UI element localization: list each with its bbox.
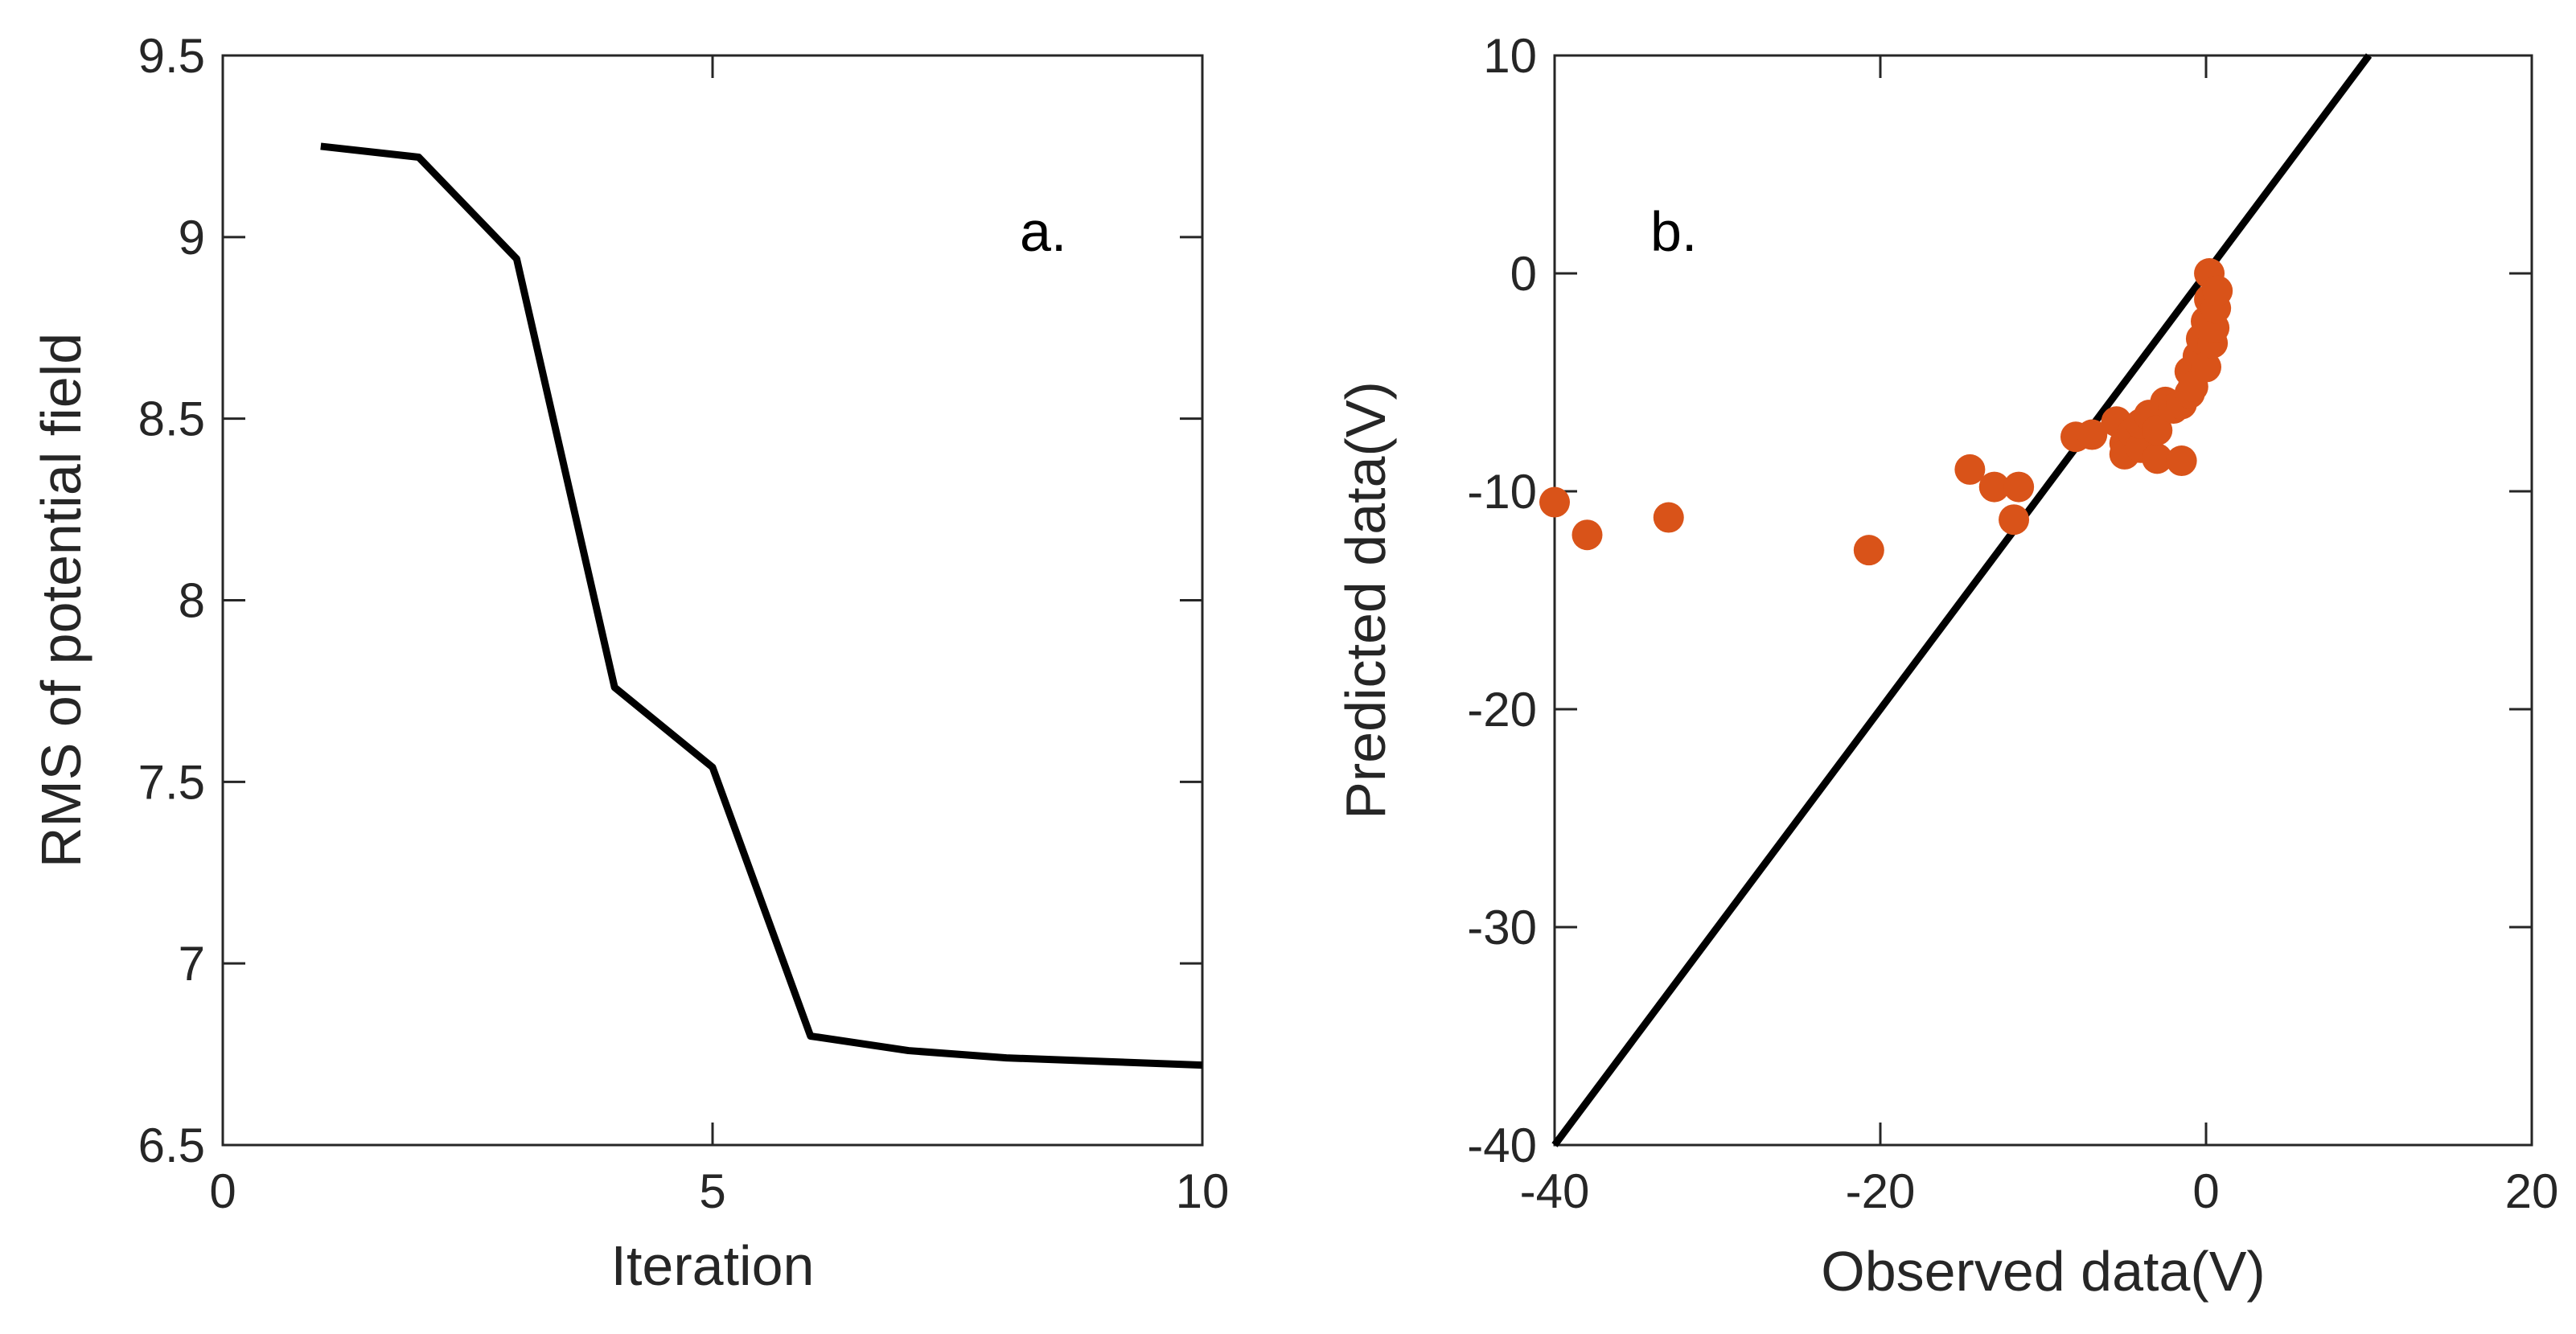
b-y-tick-label: -20 xyxy=(1467,683,1537,737)
scatter-point xyxy=(2142,415,2173,446)
a-y-tick-label: 7 xyxy=(179,937,205,991)
a-y-tick-label: 7.5 xyxy=(138,755,205,809)
panel-a-x-axis-label: Iteration xyxy=(611,1234,815,1297)
scatter-point xyxy=(1571,519,1603,551)
panel-b-y-axis-label: Predicted data(V) xyxy=(1334,381,1397,819)
scatter-point xyxy=(2166,445,2197,477)
scatter-point xyxy=(1954,454,1986,485)
panel-a-x-ticks: 0 5 10 xyxy=(209,55,1229,1218)
b-x-tick-label: -20 xyxy=(1846,1164,1916,1218)
a-y-tick-label: 9 xyxy=(179,211,205,265)
panel-b-label: b. xyxy=(1650,200,1697,263)
a-y-tick-label: 8.5 xyxy=(138,392,205,446)
scatter-point xyxy=(2077,419,2108,450)
scatter-point xyxy=(1853,535,1884,566)
scatter-point xyxy=(1539,486,1570,518)
a-x-tick-label: 0 xyxy=(209,1164,236,1218)
b-y-tick-label: -30 xyxy=(1467,901,1537,954)
scatter-point xyxy=(1653,502,1684,533)
scatter-point xyxy=(2142,443,2173,474)
panel-b-x-ticks: -40 -20 0 20 xyxy=(1520,55,2559,1218)
panel-b-plot-area xyxy=(1539,53,2373,1147)
scatter-point xyxy=(2191,351,2221,383)
panel-b-y-ticks: -40 -30 -20 -10 0 10 xyxy=(1467,29,2532,1172)
a-y-tick-label: 8 xyxy=(179,574,205,628)
a-y-tick-label: 6.5 xyxy=(138,1119,205,1172)
b-y-tick-label: 0 xyxy=(1510,247,1537,301)
scatter-point xyxy=(1999,504,2030,536)
b-y-tick-label: -10 xyxy=(1467,465,1537,519)
a-x-tick-label: 10 xyxy=(1176,1164,1230,1218)
b-x-tick-label: 0 xyxy=(2192,1164,2219,1218)
scatter-point xyxy=(2202,275,2233,306)
a-x-tick-label: 5 xyxy=(699,1164,725,1218)
b-x-tick-label: 20 xyxy=(2505,1164,2559,1218)
b-y-tick-label: 10 xyxy=(1483,29,1537,83)
b-y-tick-label: -40 xyxy=(1467,1119,1537,1172)
scatter-point xyxy=(2003,471,2035,503)
a-y-tick-label: 9.5 xyxy=(138,29,205,83)
panel-b-scatter-chart: -40 -20 0 20 -40 -30 -20 -10 0 10 b. Observed da… xyxy=(1334,29,2558,1303)
series-line-rms xyxy=(320,142,1203,1069)
panel-a-line-chart: 0 5 10 6.5 7 7.5 8 8.5 9 9.5 a. Iteration RMS of… xyxy=(30,29,1229,1297)
panel-a-y-axis-label: RMS of potential field xyxy=(30,333,92,868)
panel-a-label: a. xyxy=(1020,200,1066,263)
reference-line-1-to-1 xyxy=(1551,53,2373,1147)
b-x-tick-label: -40 xyxy=(1520,1164,1590,1218)
panel-a-plot-area xyxy=(320,142,1203,1069)
panel-b-axes-frame xyxy=(1553,54,2533,1147)
panel-b-x-axis-label: Observed data(V) xyxy=(1821,1240,2265,1303)
scatter-point xyxy=(1978,471,2010,503)
panel-a-y-ticks: 6.5 7 7.5 8 8.5 9 9.5 xyxy=(138,29,1202,1172)
